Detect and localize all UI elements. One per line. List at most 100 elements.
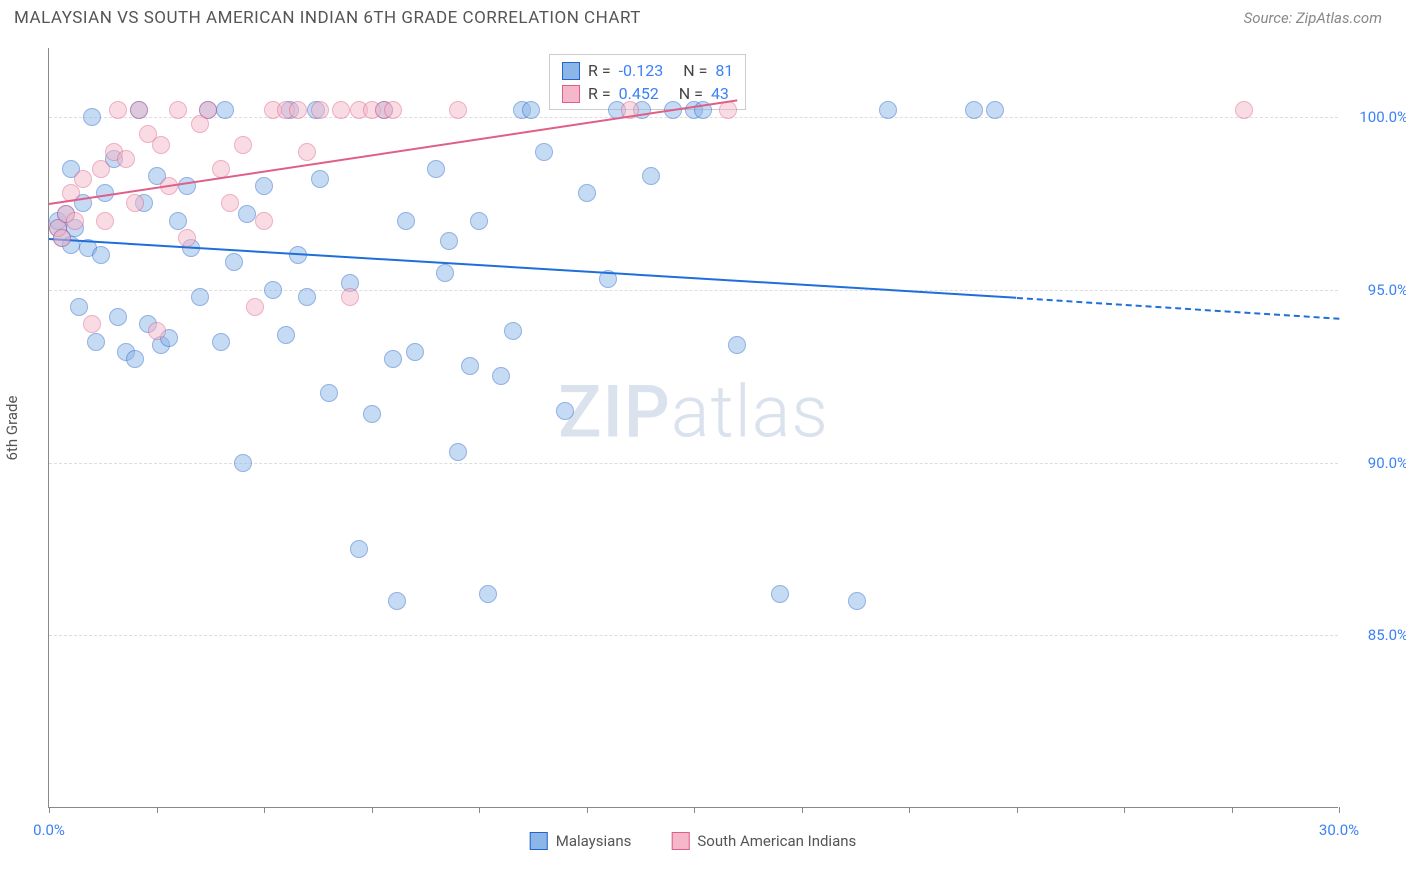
scatter-point <box>109 101 127 119</box>
scatter-point <box>126 194 144 212</box>
scatter-point <box>771 585 789 603</box>
scatter-point <box>879 101 897 119</box>
r-label: R = <box>588 84 611 103</box>
scatter-point <box>148 322 166 340</box>
scatter-point <box>311 170 329 188</box>
scatter-point <box>311 101 329 119</box>
scatter-point <box>492 367 510 385</box>
source-label: Source: ZipAtlas.com <box>1244 9 1382 27</box>
scatter-point <box>96 212 114 230</box>
r-value-2: 0.452 <box>619 84 659 103</box>
legend-bottom: Malaysians South American Indians <box>530 832 857 850</box>
scatter-point <box>363 405 381 423</box>
legend-label-2: South American Indians <box>697 832 856 850</box>
scatter-point <box>535 143 553 161</box>
scatter-point <box>83 108 101 126</box>
trend-line-dashed <box>1016 297 1339 320</box>
scatter-point <box>238 205 256 223</box>
scatter-point <box>384 350 402 368</box>
scatter-point <box>152 136 170 154</box>
legend-item-1: Malaysians <box>530 832 632 850</box>
scatter-point <box>406 343 424 361</box>
scatter-point <box>388 592 406 610</box>
scatter-point <box>92 246 110 264</box>
scatter-point <box>427 160 445 178</box>
x-tick <box>49 807 50 813</box>
r-label: R = <box>588 61 611 80</box>
x-tick <box>264 807 265 813</box>
scatter-point <box>117 150 135 168</box>
gridline <box>49 290 1338 291</box>
scatter-point <box>986 101 1004 119</box>
scatter-point <box>83 315 101 333</box>
n-label: N = <box>683 61 707 80</box>
scatter-point <box>92 160 110 178</box>
scatter-point <box>332 101 350 119</box>
x-tick <box>479 807 480 813</box>
n-value-1: 81 <box>715 61 733 80</box>
chart-container: 6th Grade ZIPatlas R = -0.123 N = 81 R =… <box>48 48 1338 808</box>
x-tick-label: 30.0% <box>1319 821 1359 839</box>
scatter-point <box>169 212 187 230</box>
scatter-point <box>578 184 596 202</box>
x-tick <box>1017 807 1018 813</box>
scatter-point <box>234 136 252 154</box>
scatter-point <box>199 101 217 119</box>
scatter-point <box>109 308 127 326</box>
legend-label-1: Malaysians <box>556 832 632 850</box>
r-value-1: -0.123 <box>619 61 664 80</box>
scatter-point <box>178 229 196 247</box>
scatter-point <box>470 212 488 230</box>
scatter-point <box>298 143 316 161</box>
scatter-point <box>234 454 252 472</box>
x-tick <box>1339 807 1340 813</box>
scatter-point <box>642 167 660 185</box>
scatter-point <box>1235 101 1253 119</box>
scatter-point <box>341 288 359 306</box>
scatter-point <box>504 322 522 340</box>
x-tick <box>1124 807 1125 813</box>
scatter-point <box>719 101 737 119</box>
swatch-series-2 <box>671 832 689 850</box>
scatter-point <box>264 281 282 299</box>
scatter-point <box>289 101 307 119</box>
y-tick-label: 95.0% <box>1348 281 1406 299</box>
scatter-point <box>965 101 983 119</box>
scatter-point <box>169 101 187 119</box>
scatter-point <box>74 170 92 188</box>
scatter-point <box>178 177 196 195</box>
y-tick-label: 85.0% <box>1348 626 1406 644</box>
scatter-point <box>216 101 234 119</box>
scatter-point <box>449 101 467 119</box>
x-tick <box>157 807 158 813</box>
scatter-point <box>191 288 209 306</box>
scatter-point <box>87 333 105 351</box>
y-axis-label: 6th Grade <box>3 396 21 461</box>
scatter-point <box>246 298 264 316</box>
scatter-point <box>350 540 368 558</box>
scatter-point <box>522 101 540 119</box>
scatter-point <box>436 264 454 282</box>
scatter-point <box>384 101 402 119</box>
x-tick <box>802 807 803 813</box>
y-tick-label: 90.0% <box>1348 454 1406 472</box>
plot-area: ZIPatlas R = -0.123 N = 81 R = 0.452 N =… <box>48 48 1338 808</box>
scatter-point <box>221 194 239 212</box>
watermark: ZIPatlas <box>558 370 829 455</box>
scatter-point <box>126 350 144 368</box>
scatter-point <box>53 229 71 247</box>
swatch-series-1 <box>530 832 548 850</box>
stats-row-2: R = 0.452 N = 43 <box>562 82 733 105</box>
chart-title: MALAYSIAN VS SOUTH AMERICAN INDIAN 6TH G… <box>14 8 641 28</box>
scatter-point <box>556 402 574 420</box>
n-label: N = <box>679 84 703 103</box>
swatch-series-1 <box>562 62 580 80</box>
x-tick <box>909 807 910 813</box>
scatter-point <box>479 585 497 603</box>
scatter-point <box>440 232 458 250</box>
scatter-point <box>225 253 243 271</box>
legend-item-2: South American Indians <box>671 832 856 850</box>
scatter-point <box>277 326 295 344</box>
scatter-point <box>728 336 746 354</box>
x-tick <box>1232 807 1233 813</box>
